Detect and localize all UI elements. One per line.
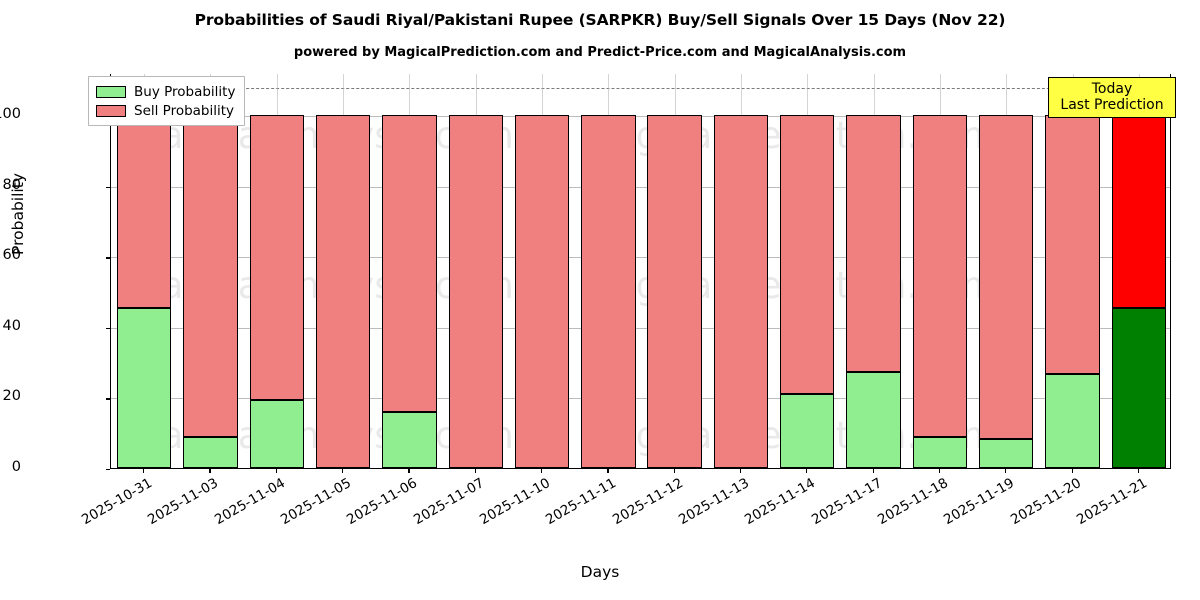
x-tick-mark [143,469,145,473]
bar-segment-buy[interactable] [183,437,238,468]
bar-segment-sell[interactable] [979,115,1034,439]
y-tick-mark [106,186,110,189]
bar-segment-sell[interactable] [1045,115,1100,374]
x-tick-mark [342,469,344,473]
bar-group[interactable] [1045,73,1100,468]
x-tick-mark [275,469,277,473]
y-gridline [111,398,1170,400]
chart-legend: Buy Probability Sell Probability [88,76,246,126]
bar-group[interactable] [713,73,769,468]
bar-group[interactable] [315,73,371,468]
bar-segment-sell[interactable] [912,115,968,437]
legend-item[interactable]: Buy Probability [96,82,235,101]
bar-group[interactable] [382,73,437,468]
bar-segment-sell[interactable] [581,115,636,468]
y-tick-label: 100 [0,106,21,123]
y-tick-mark [106,257,110,259]
bar-segment-sell[interactable] [647,115,702,468]
y-tick-mark [106,398,110,400]
y-tick-mark [106,469,110,471]
x-tick-mark [806,469,808,473]
y-tick-label: 20 [2,388,21,405]
bar-group[interactable] [116,73,172,468]
bar-segment-sell[interactable] [713,115,769,468]
x-tick-mark [408,469,410,473]
bar-group[interactable] [249,73,304,468]
bar-segment-sell[interactable] [183,115,238,438]
y-axis-label: Probability [9,173,27,255]
bar-segment-sell[interactable] [846,115,901,372]
legend-label: Sell Probability [134,102,235,119]
bar-segment-sell[interactable] [514,115,570,468]
bar-segment-buy[interactable] [979,438,1034,468]
y-gridline [111,327,1170,329]
y-gridline [111,257,1170,259]
x-tick-mark [739,469,742,473]
legend-item[interactable]: Sell Probability [96,101,235,120]
chart-title: Probabilities of Saudi Riyal/Pakistani R… [194,11,1006,29]
bar-segment-sell[interactable] [448,115,503,468]
y-tick-label: 60 [2,247,21,264]
plot-area: MagicalAnalysis.comMagicalPrediction.com… [110,74,1171,469]
bar-segment-buy[interactable] [912,436,968,468]
y-tick-label: 40 [2,317,21,334]
bar-segment-sell[interactable] [315,115,371,468]
y-gridline [111,116,1170,118]
bar-segment-sell[interactable] [780,115,835,394]
bar-segment-buy[interactable] [382,411,437,468]
x-tick-mark [872,469,874,473]
today-label: Today [1091,81,1133,97]
bar-segment-buy[interactable] [249,400,304,468]
bar-group[interactable] [846,73,901,468]
x-tick-mark [541,469,543,473]
bar-group[interactable] [979,73,1034,468]
bar-segment-sell[interactable] [249,115,304,401]
x-tick-mark [1005,469,1007,473]
last-prediction-label: Last Prediction [1060,97,1164,114]
x-tick-mark [607,469,609,473]
bar-segment-sell[interactable] [116,115,172,308]
bar-segment-sell[interactable] [1111,115,1167,308]
today-annotation: Today Last Prediction [1048,77,1176,119]
x-tick-mark [1137,469,1140,473]
bar-segment-sell[interactable] [382,115,437,412]
bar-group[interactable] [912,73,968,468]
x-tick-mark [1071,469,1073,473]
chart-subtitle: powered by MagicalPrediction.com and Pre… [293,45,907,60]
x-tick-mark [474,469,476,473]
bar-group[interactable] [448,73,503,468]
legend-swatch-sell [96,104,126,117]
y-tick-mark [106,327,110,330]
x-tick-mark [938,469,941,473]
bars-layer [111,74,1170,468]
y-tick-label: 80 [2,176,21,193]
x-axis-label: Days [580,563,620,581]
y-tick-label: 0 [11,459,21,475]
bar-segment-buy[interactable] [1045,373,1100,468]
bar-segment-buy[interactable] [780,393,835,468]
bar-segment-buy[interactable] [1111,307,1167,468]
bar-group[interactable] [1111,73,1167,468]
legend-label: Buy Probability [134,83,236,100]
x-tick-mark [673,469,675,473]
bar-group[interactable] [780,73,835,468]
bar-group[interactable] [514,73,570,468]
bar-group[interactable] [647,73,702,468]
bar-segment-buy[interactable] [846,371,901,468]
bar-group[interactable] [183,73,238,468]
x-tick-mark [209,469,211,473]
bar-segment-buy[interactable] [116,307,172,468]
y-gridline [111,186,1170,188]
legend-swatch-buy [96,85,126,98]
threshold-line [111,88,1170,90]
bar-group[interactable] [581,73,636,468]
